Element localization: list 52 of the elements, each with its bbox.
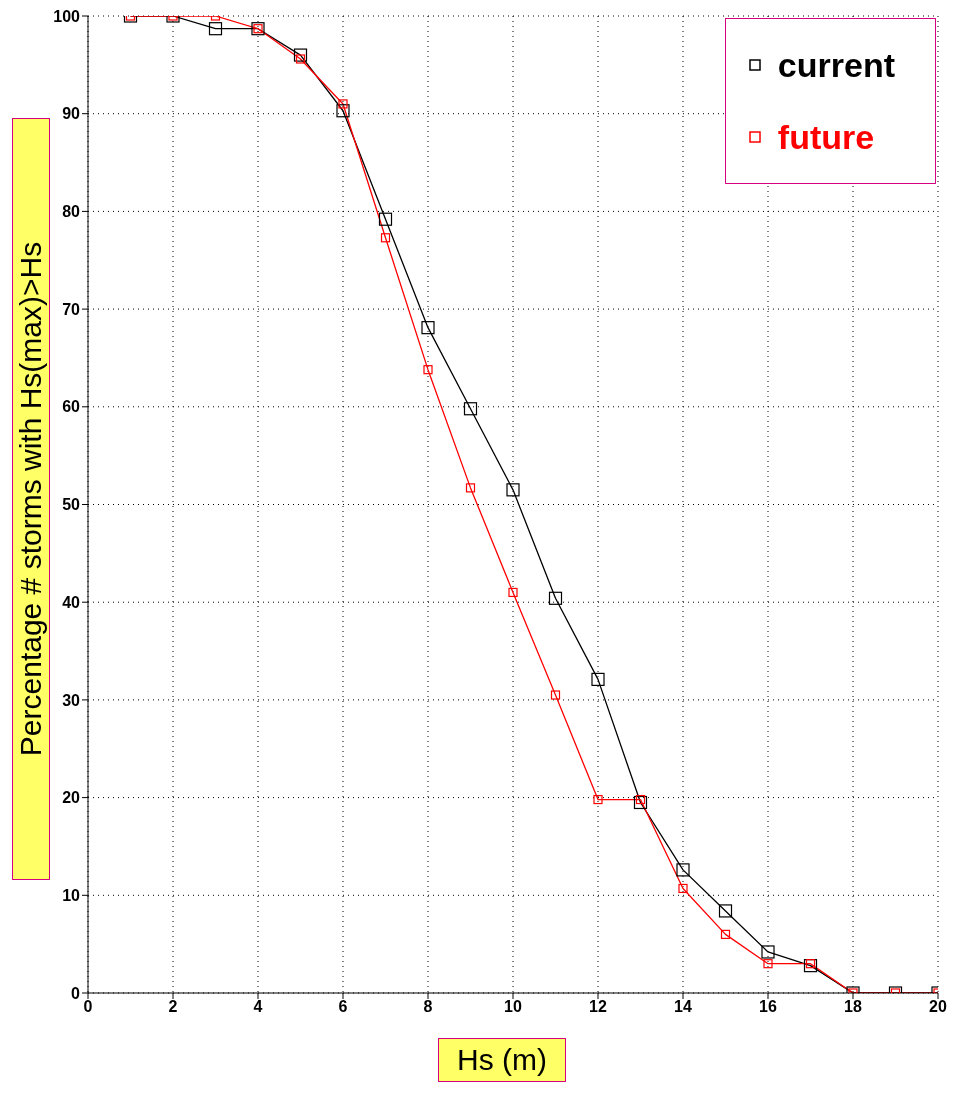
y-tick-label: 10 [62, 886, 81, 904]
x-tick-label: 0 [83, 998, 93, 1016]
point [676, 863, 690, 877]
y-tick-label: 90 [62, 105, 81, 123]
point [805, 959, 816, 969]
point [678, 883, 688, 894]
x-tick-label: 18 [844, 998, 862, 1016]
y-tick-label: 0 [71, 984, 81, 1002]
x-tick-label: 20 [929, 998, 947, 1016]
y-axis-title: Percentage # storms with Hs(max)>Hs [14, 241, 48, 757]
y-tick-label: 20 [62, 789, 81, 807]
point [293, 48, 308, 62]
legend-label: current [776, 45, 895, 86]
point [465, 483, 476, 493]
y-tick-label: 70 [62, 300, 81, 318]
point [208, 22, 223, 36]
x-tick-label: 14 [674, 998, 692, 1016]
x-tick-label: 10 [504, 998, 522, 1016]
point [550, 690, 561, 700]
point [720, 929, 731, 939]
point [633, 795, 648, 810]
point [380, 233, 391, 243]
point [591, 672, 605, 686]
point [338, 99, 348, 109]
y-tick-label: 80 [62, 203, 81, 221]
x-tick-label: 8 [423, 998, 433, 1016]
point [378, 212, 393, 226]
point [548, 591, 563, 605]
x-tick-label: 2 [168, 998, 178, 1016]
y-tick-label: 100 [53, 7, 81, 25]
point [295, 54, 306, 64]
y-tick-label: 60 [62, 398, 81, 416]
point [718, 904, 733, 918]
x-tick-label: 6 [338, 998, 348, 1016]
x-tick-label: 12 [589, 998, 607, 1016]
point [761, 945, 775, 959]
point [421, 321, 435, 335]
x-axis-title: Hs (m) [438, 1038, 566, 1082]
point [763, 959, 773, 969]
point [463, 402, 478, 416]
x-tick-label: 4 [253, 998, 263, 1016]
point [508, 587, 518, 598]
point [423, 365, 433, 375]
y-tick-label: 30 [62, 691, 81, 709]
legend-label: future [776, 117, 876, 158]
x-tick-label: 16 [759, 998, 777, 1016]
point [593, 794, 603, 805]
point [506, 483, 520, 497]
point [635, 794, 646, 805]
y-tick-label: 40 [62, 593, 81, 611]
y-tick-label: 50 [62, 496, 81, 514]
point [336, 104, 350, 118]
